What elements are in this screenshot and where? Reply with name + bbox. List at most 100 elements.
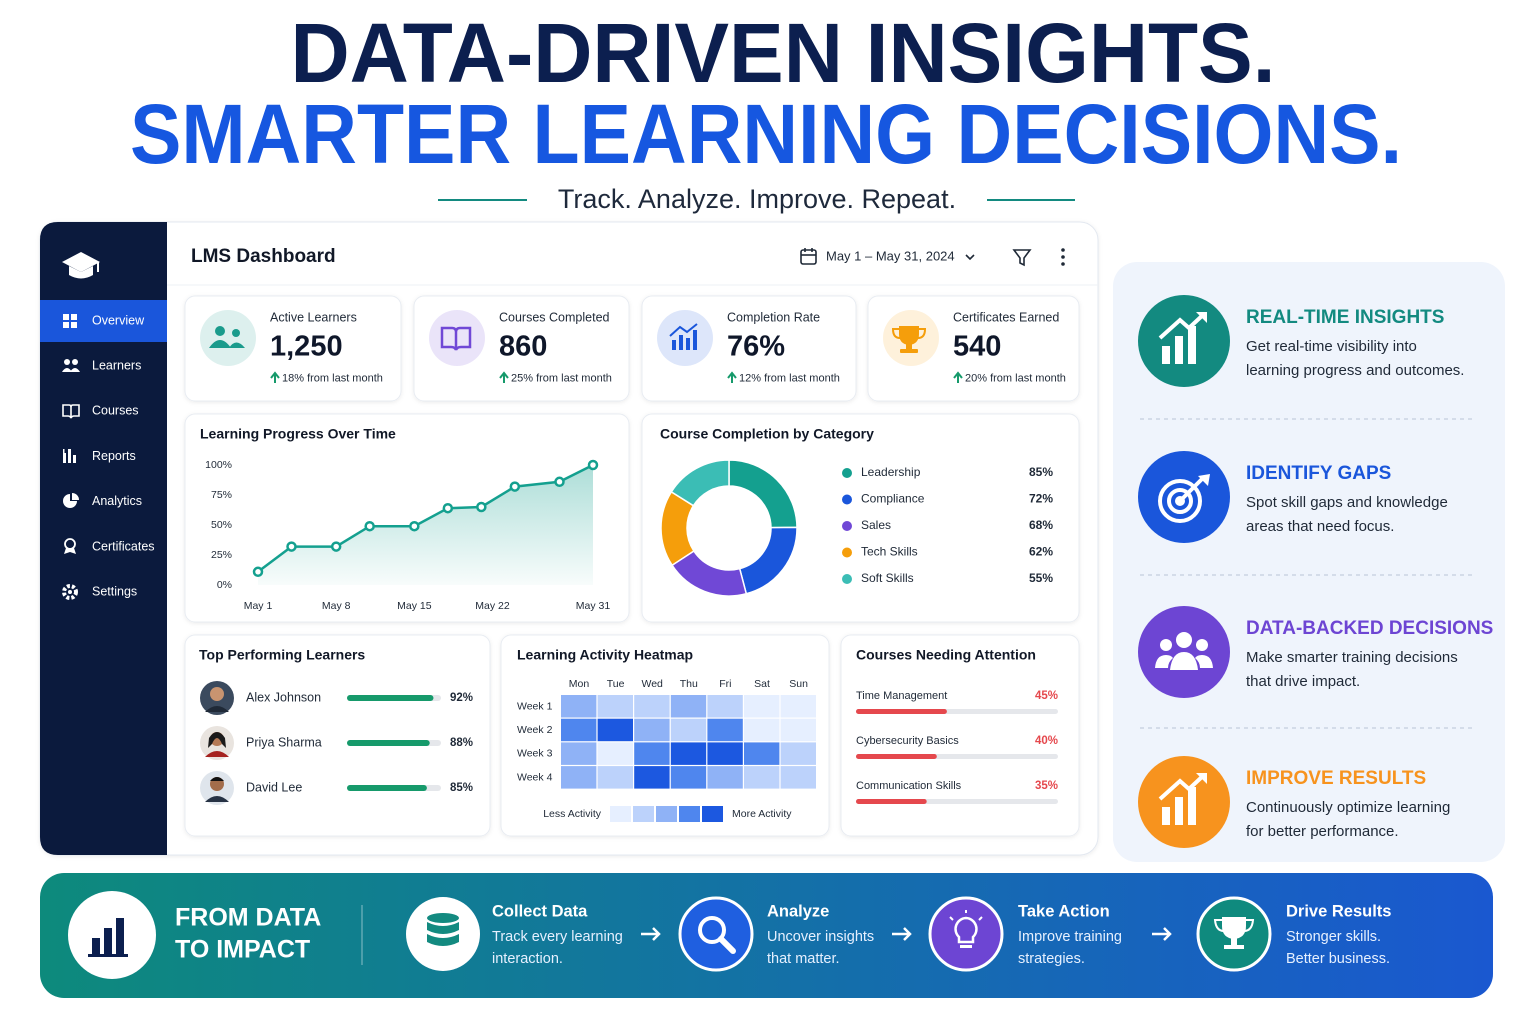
- feature-icon: [1188, 787, 1196, 825]
- backgrounds: [840, 634, 1080, 837]
- backgrounds: [40, 873, 1493, 998]
- nav-item[interactable]: Learners: [92, 358, 141, 372]
- step-icon: [1231, 938, 1237, 945]
- heat-cell: [744, 766, 780, 789]
- nav-icons: [63, 322, 69, 328]
- feature-text: Get real-time visibility into: [1246, 338, 1417, 355]
- nav-item[interactable]: Courses: [92, 404, 139, 418]
- date-range[interactable]: May 1 – May 31, 2024: [826, 248, 955, 263]
- avatars: [210, 777, 224, 781]
- card-title: Top Performing Learners: [199, 647, 365, 663]
- nav-item[interactable]: Overview: [92, 313, 145, 327]
- kpi-icon: [440, 326, 472, 351]
- nav-icons: [64, 359, 70, 365]
- step-icon: [954, 916, 978, 944]
- heat-cell: [707, 718, 743, 742]
- bar: [856, 754, 937, 759]
- step-icon: [406, 897, 480, 971]
- flow-arrow: [641, 927, 1172, 941]
- heat-cell: [561, 742, 597, 765]
- avatars: [208, 732, 226, 748]
- kpi-icon: [669, 323, 698, 337]
- nav-item[interactable]: Analytics: [92, 494, 142, 508]
- y-tick-label: 25%: [211, 549, 232, 561]
- nav-item[interactable]: Settings: [92, 584, 137, 598]
- heat-cell: [597, 718, 633, 742]
- flow-arrow: [641, 927, 661, 941]
- flow-arrow: [1152, 927, 1172, 941]
- header-icons: [800, 249, 817, 265]
- value-label: 85%: [450, 782, 473, 794]
- avatars: [205, 751, 229, 757]
- value-label: 72%: [1029, 492, 1053, 506]
- point: [409, 520, 420, 532]
- nav-item[interactable]: Certificates: [92, 539, 155, 553]
- impact-icon: [88, 918, 128, 957]
- point: [252, 566, 264, 578]
- row-label: Week 3: [517, 748, 553, 760]
- column-label: Sun: [789, 678, 808, 690]
- feature-icon: [1175, 797, 1183, 825]
- value-label: 55%: [1029, 571, 1053, 585]
- course-name: Time Management: [856, 690, 947, 702]
- column-label: Wed: [641, 678, 663, 690]
- y-tick-label: 75%: [211, 489, 232, 501]
- x-tick-label: May 31: [576, 600, 611, 612]
- legend-label: Leadership: [861, 465, 921, 479]
- step-icon: [698, 916, 726, 944]
- kpi-icon: [891, 326, 927, 353]
- dashboard-title: LMS Dashboard: [191, 246, 336, 267]
- kpi-change: 12% from last month: [739, 372, 840, 384]
- point: [476, 501, 487, 513]
- legend-dot: [842, 574, 852, 584]
- trend-arrow: [270, 371, 280, 383]
- feature-icon: [1160, 639, 1172, 651]
- impact-icon: [88, 954, 128, 957]
- heat-cell: [670, 742, 707, 765]
- line: [257, 463, 594, 573]
- value-label: 85%: [1029, 465, 1053, 479]
- feature-icon-bg: [1138, 756, 1230, 848]
- card-title: Learning Progress Over Time: [200, 426, 396, 442]
- feature-icon: [1196, 773, 1207, 784]
- value-label: 45%: [1035, 690, 1058, 702]
- step-icon: [678, 896, 754, 972]
- card-title: Courses Needing Attention: [856, 647, 1036, 663]
- heat-cell: [670, 718, 707, 742]
- headline: DATA-DRIVEN INSIGHTS.: [291, 6, 1276, 100]
- heat-cell: [780, 766, 816, 789]
- step-text: interaction.: [492, 951, 563, 967]
- nav-icons: [68, 449, 71, 463]
- column-label: Thu: [680, 678, 698, 690]
- feature-title: REAL-TIME INSIGHTS: [1246, 307, 1444, 328]
- impact-icon: [116, 918, 124, 954]
- x-tick-label: May 8: [322, 600, 351, 612]
- step-icon: [1224, 945, 1244, 949]
- impact-icon: [104, 928, 112, 954]
- kpi-icon: [440, 326, 472, 351]
- kpi-icon-bg: [200, 310, 256, 366]
- feature-icon: [1175, 336, 1183, 364]
- area: [258, 465, 593, 585]
- course-name: Cybersecurity Basics: [856, 735, 959, 747]
- kpi-value: 76%: [727, 331, 785, 363]
- value-label: 88%: [450, 737, 473, 749]
- step-icon: [978, 916, 983, 921]
- kpi-value: 860: [499, 331, 547, 363]
- value-label: 68%: [1029, 518, 1053, 532]
- feature-icon: [1155, 652, 1213, 670]
- feature-icon: [1198, 474, 1210, 486]
- x-tick-label: May 15: [397, 600, 432, 612]
- nav-item[interactable]: Reports: [92, 449, 136, 463]
- legend-label: Sales: [861, 518, 891, 532]
- header-icons: [965, 254, 975, 261]
- nav-icons: [71, 322, 77, 328]
- heat-cell: [780, 695, 816, 718]
- nav-icons: [62, 314, 80, 600]
- step-text: that matter.: [767, 951, 840, 967]
- step-icon: [427, 913, 459, 946]
- feature-icon: [1158, 773, 1207, 825]
- kpi-icon: [693, 330, 697, 350]
- heat-cell: [744, 742, 780, 765]
- point: [509, 481, 521, 492]
